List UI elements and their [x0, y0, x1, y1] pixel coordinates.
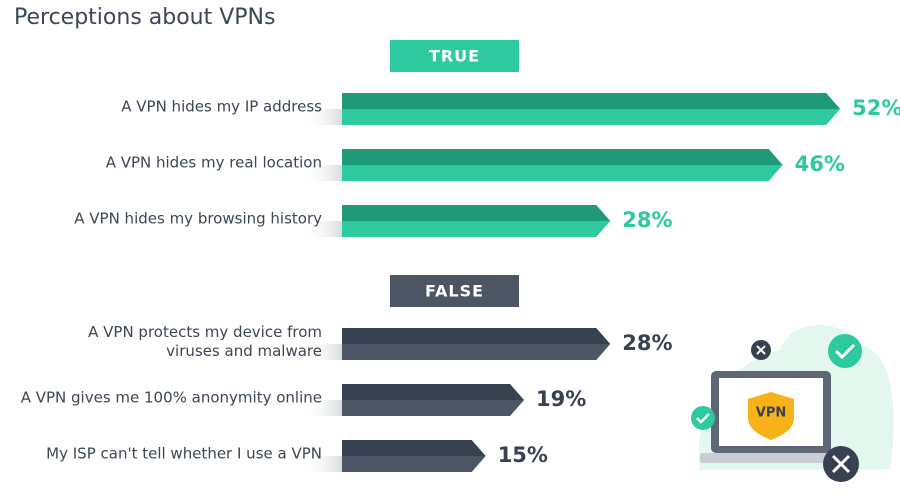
value-label: 28% [622, 331, 672, 355]
bar [342, 328, 611, 360]
bar [342, 440, 486, 472]
illustration-label: VPN [756, 406, 786, 421]
bar-bottom [342, 400, 525, 416]
value-label: 15% [498, 443, 548, 467]
bar [342, 149, 783, 181]
bar-bottom [342, 456, 486, 472]
bar-top [342, 149, 783, 165]
chart-title: Perceptions about VPNs [14, 5, 275, 30]
group-header: FALSE [425, 282, 484, 301]
bar-top [342, 205, 611, 221]
bar-top [342, 328, 611, 344]
group-header: TRUE [429, 47, 480, 66]
bar-bottom [342, 109, 841, 125]
category-label: A VPN hides my browsing history [74, 210, 322, 228]
value-label: 19% [536, 387, 586, 411]
value-label: 28% [622, 208, 672, 232]
group-header-box [390, 40, 519, 72]
illustration: VPN [691, 324, 894, 482]
bar-top [342, 384, 525, 400]
bar-shadow [302, 344, 342, 360]
category-label: A VPN gives me 100% anonymity online [21, 389, 322, 407]
bar-shadow [302, 400, 342, 416]
value-label: 46% [795, 152, 845, 176]
bar-top [342, 440, 486, 456]
bar-top [342, 93, 841, 109]
bar [342, 93, 841, 125]
category-label: A VPN hides my IP address [121, 98, 322, 116]
bar-bottom [342, 165, 783, 181]
value-label: 52% [852, 96, 900, 120]
bar [342, 205, 611, 237]
category-label: A VPN hides my real location [106, 154, 322, 172]
bar [342, 384, 525, 416]
bar-shadow [302, 456, 342, 472]
bar-bottom [342, 221, 611, 237]
bar-shadow [302, 109, 342, 125]
group-header-box [390, 275, 519, 307]
bar-bottom [342, 344, 611, 360]
category-label: A VPN protects my device from [88, 323, 322, 341]
category-label: viruses and malware [166, 342, 322, 360]
category-label: My ISP can't tell whether I use a VPN [46, 445, 322, 463]
bar-shadow [302, 165, 342, 181]
bar-shadow [302, 221, 342, 237]
